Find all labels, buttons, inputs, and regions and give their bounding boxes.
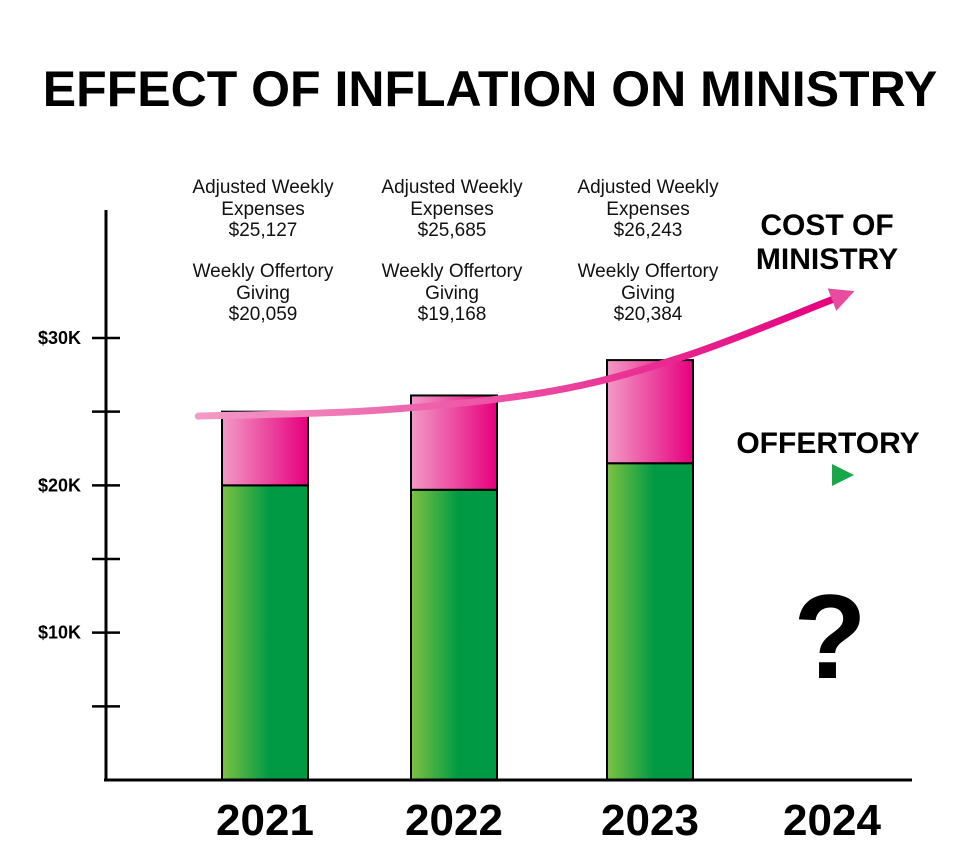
offertory-series-label: OFFERTORY [736, 427, 919, 460]
offertory-bar [221, 484, 309, 781]
annotation-line4: Giving [425, 283, 479, 304]
annotation-giving: $20,384 [614, 304, 683, 325]
annotation-line2: Expenses [410, 199, 493, 220]
annotation-expenses: $25,127 [229, 220, 298, 241]
cost-series-label-line1: COST OF [760, 209, 893, 242]
cost-series-label-line2: MINISTRY [756, 243, 898, 276]
chart-title: EFFECT OF INFLATION ON MINISTRY [43, 61, 937, 117]
y-tick-label: $20K [38, 475, 81, 495]
annotation-line3: Weekly Offertory [382, 261, 523, 282]
annotation-line2: Expenses [606, 199, 689, 220]
bars [221, 359, 694, 781]
trend-lines [194, 288, 855, 487]
annotation-expenses: $25,685 [418, 220, 487, 241]
offertory-bar [606, 462, 694, 781]
offertory-arrowhead [832, 464, 854, 487]
annotation-line3: Weekly Offertory [578, 261, 719, 282]
annotation-giving: $19,168 [418, 304, 487, 325]
unknown-2024-marker: ? [793, 570, 866, 704]
annotation-line1: Adjusted Weekly [381, 177, 523, 198]
x-tick-label: 2023 [601, 796, 699, 845]
y-tick-label: $10K [38, 623, 81, 643]
x-tick-label: 2022 [405, 796, 503, 845]
cost-arrowhead [827, 288, 855, 311]
x-tick-label: 2021 [216, 796, 314, 845]
annotation-line1: Adjusted Weekly [192, 177, 334, 198]
x-tick-label: 2024 [783, 796, 881, 845]
annotation-line2: Expenses [221, 199, 304, 220]
cost-trend-line [194, 296, 836, 420]
annotation-line4: Giving [236, 283, 290, 304]
annotation-line1: Adjusted Weekly [577, 177, 719, 198]
annotation-expenses: $26,243 [614, 220, 683, 241]
annotation-line4: Giving [621, 283, 675, 304]
annotation-giving: $20,059 [229, 304, 298, 325]
y-axis: $10K $20K $30K [38, 210, 120, 781]
y-tick-label: $30K [38, 328, 81, 348]
offertory-bar [410, 488, 498, 781]
annotation-line3: Weekly Offertory [193, 261, 334, 282]
x-axis: 2021 2022 2023 2024 [104, 778, 912, 845]
